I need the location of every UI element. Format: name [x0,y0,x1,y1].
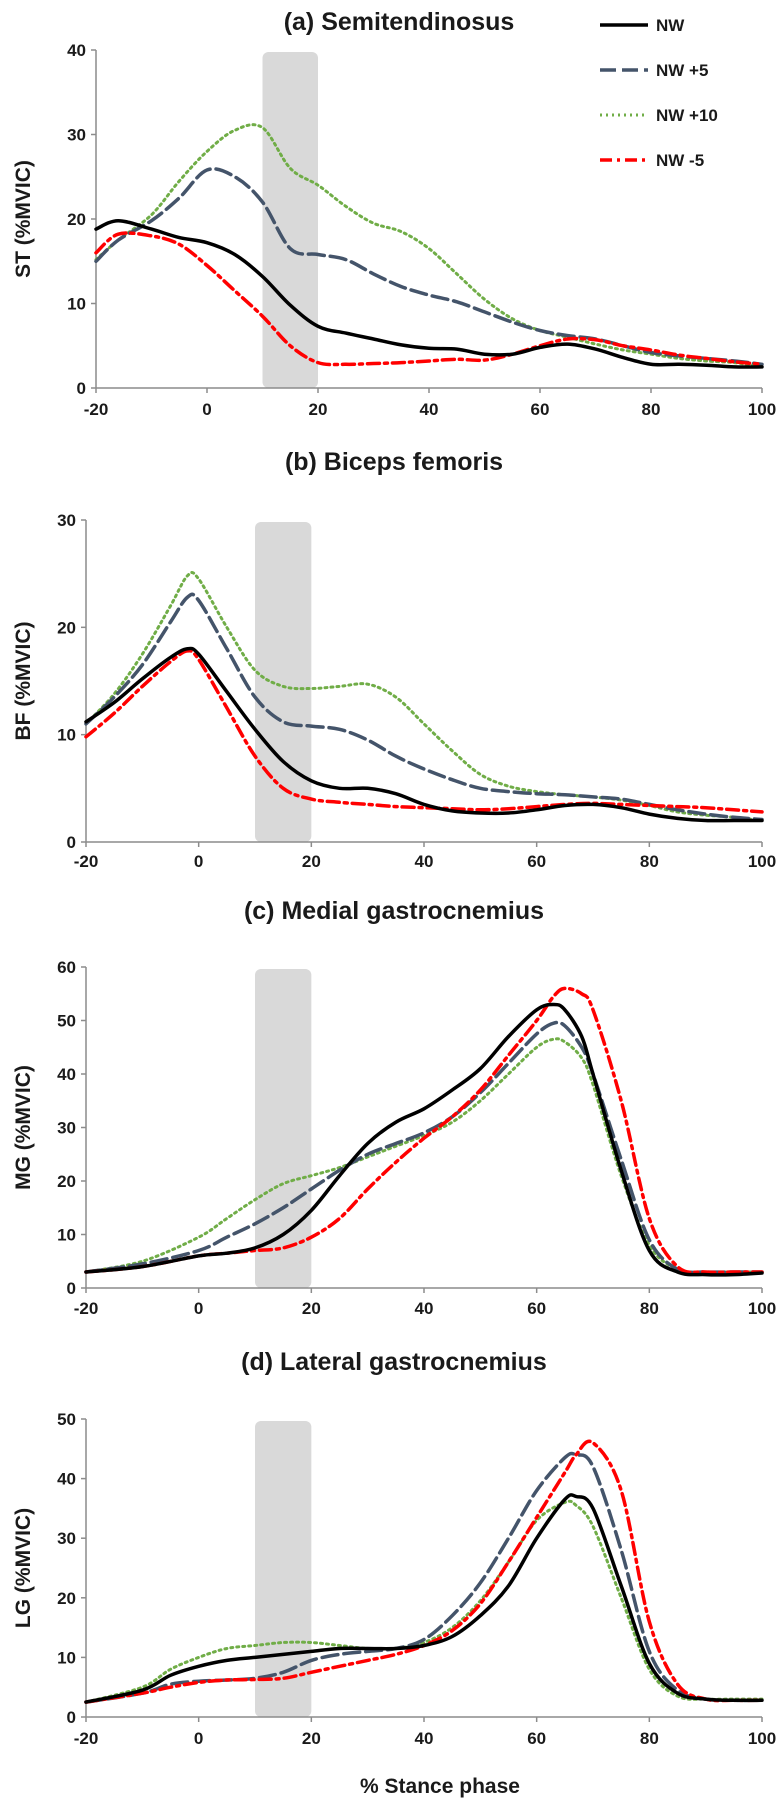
y-tick-label: 0 [67,1279,76,1298]
series-line-nw-plusminus-5-d [84,1451,764,1704]
legend-label-nw-minus-5: NW -5 [656,151,704,170]
x-tick-label: 0 [202,400,211,419]
y-axis-title-b: BF (%MVIC) [12,622,35,741]
legend: NW NW +5 NW +10 NW -5 [600,16,718,170]
y-tick-label: 10 [57,1226,76,1245]
x-tick-label: 60 [527,1729,546,1748]
highlight-band-c [255,969,312,1288]
x-tick-label: 0 [194,852,203,871]
legend-label-nw-plus-5: NW +5 [656,61,708,80]
y-tick-label: 10 [57,1648,76,1667]
x-tick-label: 60 [531,400,550,419]
x-tick-label: 40 [415,852,434,871]
x-tick-label: -20 [84,400,109,419]
y-tick-label: 0 [77,379,86,398]
x-tick-label: -20 [74,1299,99,1318]
y-axis-title-a: ST (%MVIC) [12,160,35,278]
x-tick-label: 60 [527,852,546,871]
y-tick-label: 20 [67,210,86,229]
x-tick-label: 100 [748,1729,776,1748]
y-tick-label: 40 [67,41,86,60]
legend-entry-nw-plus-10: NW +10 [600,106,718,125]
legend-entry-nw-plus-5: NW +5 [600,61,708,80]
series-line-nw-minus-5-b [84,649,764,814]
chart-title-c: (c) Medial gastrocnemius [244,897,544,925]
series-line-nw-b [84,646,764,823]
highlight-band-a [262,52,318,388]
x-tick-label: 60 [527,1299,546,1318]
y-axis-title-d: LG (%MVIC) [12,1508,35,1628]
y-tick-label: 10 [67,295,86,314]
series-line-nw-plusminus-10-d [84,1499,764,1704]
y-tick-label: 30 [67,126,86,145]
series-line-nw-minus-5-d [84,1439,764,1704]
y-tick-label: 30 [57,511,76,530]
series-line-nw-minus-5-c [84,986,764,1275]
x-tick-label: 0 [194,1729,203,1748]
x-tick-label: 40 [420,400,439,419]
y-tick-label: 0 [67,833,76,852]
legend-label-nw-plus-10: NW +10 [656,106,718,125]
x-tick-label: 20 [302,852,321,871]
chart-panel-d: -20 0 20 40 60 80 100 0 10 20 30 40 50 LG (%MVIC) (d) … [12,1348,776,1748]
series-line-nw-c [84,1002,764,1277]
x-tick-label: 20 [302,1299,321,1318]
x-tick-label: 80 [640,1299,659,1318]
x-tick-label: 100 [748,852,776,871]
chart-title-d: (d) Lateral gastrocnemius [241,1348,547,1376]
x-tick-label: 80 [640,852,659,871]
x-tick-label: 40 [415,1729,434,1748]
y-axis-title-c: MG (%MVIC) [12,1065,35,1190]
series-line-nw-a [94,218,764,369]
x-tick-label: 80 [642,400,661,419]
chart-title-a: (a) Semitendinosus [284,8,515,36]
x-tick-label: 0 [194,1299,203,1318]
series-line-nw-minus-5-a [94,231,764,367]
y-tick-label: 20 [57,1589,76,1608]
series-line-nw-d [84,1493,764,1704]
x-axis-title: % Stance phase [360,1775,520,1798]
series-line-nw-plusminus-5-a [94,167,764,367]
legend-entry-nw-minus-5: NW -5 [600,151,704,170]
y-tick-label: 20 [57,1172,76,1191]
x-tick-label: 80 [640,1729,659,1748]
x-tick-label: 20 [309,400,328,419]
series-line-nw-plusminus-5-b [84,592,764,822]
series-line-nw-plusminus-5-c [84,1020,764,1275]
y-tick-label: 40 [57,1470,76,1489]
y-tick-label: 40 [57,1065,76,1084]
series-line-nw-plusminus-10-c [84,1037,764,1274]
y-tick-label: 50 [57,1410,76,1429]
y-tick-label: 0 [67,1708,76,1727]
x-tick-label: 40 [415,1299,434,1318]
x-tick-label: 20 [302,1729,321,1748]
x-tick-label: -20 [74,1729,99,1748]
y-tick-label: 60 [57,958,76,977]
y-tick-label: 50 [57,1012,76,1031]
x-tick-label: -20 [74,852,99,871]
highlight-band-b [255,522,312,842]
y-tick-label: 10 [57,726,76,745]
y-tick-label: 30 [57,1119,76,1138]
y-tick-label: 30 [57,1529,76,1548]
legend-entry-nw: NW [600,16,685,35]
x-tick-label: 100 [748,400,776,419]
chart-panel-a: -20 0 20 40 60 80 100 0 10 20 30 40 ST (%MVIC) (a) Se… [12,8,776,419]
legend-label-nw: NW [656,16,685,35]
x-tick-label: 100 [748,1299,776,1318]
series-line-nw-plusminus-10-b [84,570,764,822]
chart-title-b: (b) Biceps femoris [285,448,503,476]
y-tick-label: 20 [57,618,76,637]
